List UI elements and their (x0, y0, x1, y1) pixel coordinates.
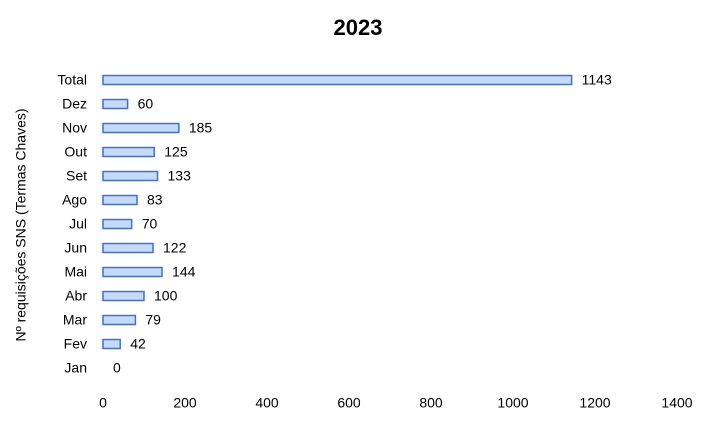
data-label: 79 (145, 312, 161, 328)
bar (102, 338, 121, 350)
bar (102, 194, 138, 206)
y-tick-label: Mar (63, 312, 87, 328)
bar (102, 146, 155, 158)
data-label: 1143 (582, 72, 612, 88)
bar (102, 314, 137, 326)
data-label: 133 (168, 168, 192, 184)
chart-title: 2023 (334, 15, 383, 40)
bar (102, 98, 129, 110)
y-tick-label: Dez (62, 96, 87, 112)
x-tick-label: 1000 (497, 395, 528, 411)
data-label: 0 (113, 360, 121, 376)
x-tick-label: 1200 (579, 395, 610, 411)
bar (102, 290, 145, 302)
bar (102, 218, 133, 230)
y-tick-label: Jun (64, 240, 87, 256)
data-label: 144 (172, 264, 196, 280)
x-tick-label: 200 (173, 395, 197, 411)
y-axis-label: Nº requisições SNS (Termas Chaves) (13, 108, 29, 341)
data-label: 42 (130, 336, 146, 352)
bar (102, 170, 159, 182)
y-tick-label: Set (66, 168, 87, 184)
y-tick-label: Fev (64, 336, 87, 352)
data-label: 70 (142, 216, 158, 232)
bar (102, 122, 180, 134)
y-tick-label: Out (64, 144, 87, 160)
data-label: 125 (164, 144, 188, 160)
x-tick-label: 400 (255, 395, 279, 411)
x-tick-label: 0 (99, 395, 107, 411)
data-label: 185 (189, 120, 213, 136)
y-tick-label: Jan (64, 360, 87, 376)
bar (102, 242, 154, 254)
bar (102, 266, 163, 278)
bar (102, 74, 573, 86)
data-label: 83 (147, 192, 163, 208)
data-label: 60 (138, 96, 154, 112)
y-tick-label: Mai (64, 264, 87, 280)
data-label: 100 (154, 288, 178, 304)
x-tick-label: 600 (337, 395, 361, 411)
y-tick-label: Nov (62, 120, 87, 136)
y-tick-label: Jul (69, 216, 87, 232)
y-tick-label: Total (57, 72, 87, 88)
x-tick-label: 1400 (661, 395, 692, 411)
x-tick-label: 800 (419, 395, 443, 411)
data-label: 122 (163, 240, 187, 256)
y-tick-label: Abr (65, 288, 87, 304)
y-tick-label: Ago (62, 192, 87, 208)
